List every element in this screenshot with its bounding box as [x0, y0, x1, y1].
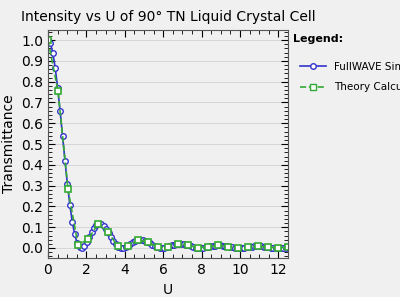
Theory Calculation	[56, 89, 60, 93]
Line: FullWAVE Simulation: FullWAVE Simulation	[45, 37, 291, 251]
Theory Calculation	[206, 245, 210, 249]
Text: Legend:: Legend:	[293, 34, 343, 44]
Theory Calculation	[286, 245, 290, 249]
Theory Calculation	[126, 244, 130, 248]
Theory Calculation	[46, 38, 50, 42]
Theory Calculation	[246, 245, 250, 249]
Theory Calculation	[266, 245, 270, 249]
Title: Intensity vs U of 90° TN Liquid Crystal Cell: Intensity vs U of 90° TN Liquid Crystal …	[21, 10, 315, 24]
Theory Calculation	[186, 244, 190, 247]
FullWAVE Simulation	[92, 226, 96, 230]
Theory Calculation	[166, 245, 170, 249]
Theory Calculation	[76, 243, 80, 247]
Theory Calculation	[136, 238, 140, 242]
Theory Calculation	[196, 246, 200, 250]
X-axis label: U: U	[163, 283, 173, 297]
FullWAVE Simulation	[269, 246, 274, 249]
FullWAVE Simulation	[189, 244, 194, 248]
Y-axis label: Transmittance: Transmittance	[2, 95, 16, 193]
Theory Calculation	[176, 242, 180, 246]
FullWAVE Simulation	[198, 246, 203, 250]
Line: Theory Calculation: Theory Calculation	[44, 37, 292, 252]
Theory Calculation	[236, 246, 240, 250]
FullWAVE Simulation	[286, 245, 290, 249]
Theory Calculation	[276, 246, 280, 250]
Theory Calculation	[226, 245, 230, 248]
Theory Calculation	[146, 240, 150, 244]
Theory Calculation	[106, 230, 110, 234]
Theory Calculation	[96, 222, 100, 226]
FullWAVE Simulation	[46, 38, 50, 42]
Theory Calculation	[256, 244, 260, 248]
Theory Calculation	[156, 246, 160, 249]
Theory Calculation	[66, 188, 70, 191]
Legend: FullWAVE Simulation, Theory Calculation: FullWAVE Simulation, Theory Calculation	[296, 58, 400, 97]
FullWAVE Simulation	[276, 246, 281, 250]
Theory Calculation	[86, 238, 90, 241]
FullWAVE Simulation	[101, 225, 106, 228]
FullWAVE Simulation	[169, 244, 174, 247]
Theory Calculation	[216, 244, 220, 247]
Theory Calculation	[116, 244, 120, 248]
